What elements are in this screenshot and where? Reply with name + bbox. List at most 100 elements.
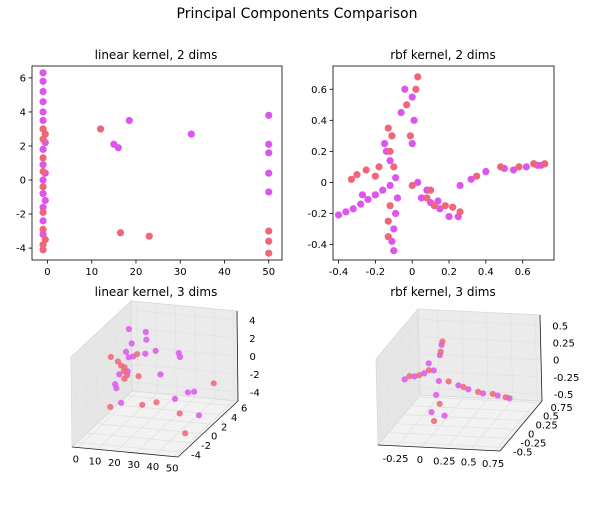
z-axis-line xyxy=(236,310,239,402)
x-tick-label: 20 xyxy=(130,267,143,278)
scatter-point-s0-4 xyxy=(364,195,372,204)
scatter-point-s0-10 xyxy=(39,203,47,211)
z-gridline xyxy=(376,336,541,387)
scatter-points-3d xyxy=(401,338,513,425)
scatter-point-s1-25 xyxy=(541,160,549,168)
scatter-point-s0-17 xyxy=(397,108,405,117)
y-tick-label-3d: -4 xyxy=(191,450,201,461)
scatter-point-3d-s0-0 xyxy=(125,325,133,333)
scatter-point-s0-35 xyxy=(522,163,530,171)
x-tick-label-3d: -0.25 xyxy=(383,454,409,465)
x-gridline xyxy=(173,310,235,457)
x-tick-label: 0 xyxy=(409,267,415,278)
axes-frame xyxy=(31,65,283,261)
y-tick-label: 0 xyxy=(321,178,327,189)
subplot-title-rbf-3d: rbf kernel, 3 dims xyxy=(390,285,496,299)
scatter-point-s0-3 xyxy=(39,98,47,106)
x-axis-line xyxy=(377,444,501,452)
scatter-point-s1-0 xyxy=(353,171,361,179)
scatter-point-3d-s0-10 xyxy=(479,390,487,397)
scatter-point-s0-32 xyxy=(482,167,490,176)
scatter-point-s0-10 xyxy=(392,209,400,218)
scatter-point-s1-8 xyxy=(39,246,47,254)
scatter-point-s1-15 xyxy=(384,233,392,241)
scatter-point-3d-s1-5 xyxy=(436,400,443,407)
y-tick-label: -0.4 xyxy=(307,240,327,251)
scatter-point-3d-s0-19 xyxy=(171,395,179,403)
scatter-point-3d-s1-3 xyxy=(437,348,444,355)
subplot-linear-kernel-2-dims: linear kernel, 2 dims 0 10 20 30 40 50 -4 -2 0 2 4… xyxy=(16,48,283,278)
scatter-point-s0-19 xyxy=(114,144,122,152)
scatter-point-s1-23 xyxy=(496,163,505,171)
scatter-point-s1-5 xyxy=(39,208,47,216)
x-gridline xyxy=(397,309,440,447)
x-tick-label: 30 xyxy=(174,267,187,278)
scatter-point-s0-7 xyxy=(39,161,47,169)
subplot-title-linear-3d: linear kernel, 3 dims xyxy=(95,285,218,299)
scatter-point-s0-2 xyxy=(39,87,47,96)
scatter-point-3d-s0-9 xyxy=(143,336,150,343)
scatter-point-s1-12 xyxy=(116,229,125,237)
z-tick-label-3d: -4 xyxy=(250,388,260,399)
y-tick-label-3d: 0 xyxy=(211,432,217,443)
scatter-point-3d-s1-6 xyxy=(430,417,438,425)
z-tick-label-3d: -0.5 xyxy=(554,390,574,401)
y-tick-label-3d: 0.25 xyxy=(536,421,558,432)
x-tick-label: 50 xyxy=(262,267,275,278)
scatter-point-s1-17 xyxy=(430,202,438,210)
x-tick-label: 10 xyxy=(85,267,98,278)
y-tick-label: -2 xyxy=(16,210,26,221)
scatter-point-3d-s1-2 xyxy=(425,367,432,374)
y-tick-label: 0.2 xyxy=(311,147,327,158)
x-gridline xyxy=(470,313,514,450)
x-tick-label-3d: 50 xyxy=(166,464,179,475)
scatter-point-3d-s1-14 xyxy=(210,380,217,387)
scatter-point-s0-31 xyxy=(467,175,475,183)
scatter-point-s1-8 xyxy=(386,147,394,155)
x-tick-label: 0 xyxy=(44,267,50,278)
subplot-rbf-kernel-3-dims: rbf kernel, 3 dims -0.25 0 0.25 0.5 0.75-0.5… xyxy=(375,285,579,470)
scatter-point-s1-9 xyxy=(403,101,411,109)
x-gridline xyxy=(421,311,465,448)
scatter-point-3d-s0-18 xyxy=(195,412,203,419)
x-gridline xyxy=(135,306,197,454)
scatter-point-s1-13 xyxy=(386,202,394,210)
z-gridline xyxy=(71,381,238,439)
scatter-point-3d-s0-0 xyxy=(401,376,408,383)
scatter-point-s0-4 xyxy=(39,108,47,116)
scatter-point-3d-s0-9 xyxy=(465,386,472,393)
x-gridline xyxy=(154,308,216,456)
scatter-point-s1-7 xyxy=(384,124,392,132)
y-tick-label-3d: 0.75 xyxy=(551,403,573,414)
back-pane xyxy=(417,308,543,402)
x-gridline xyxy=(494,314,538,452)
scatter-point-s0-15 xyxy=(41,196,49,205)
scatter-point-s1-26 xyxy=(473,172,481,180)
scatter-point-s0-20 xyxy=(410,116,418,124)
scatter-point-s0-5 xyxy=(39,116,47,125)
scatter-point-s0-9 xyxy=(393,194,402,202)
y-tick-label: -4 xyxy=(16,244,26,255)
y-tick-label: 0 xyxy=(20,176,26,187)
scatter-point-3d-s0-1 xyxy=(122,348,130,356)
scatter-points xyxy=(39,69,273,257)
y-gridline xyxy=(416,310,541,404)
y-gridline xyxy=(408,319,534,413)
scatter-point-s1-11 xyxy=(412,85,420,93)
x-tick-label: -0.2 xyxy=(366,267,386,278)
axes-frame xyxy=(332,65,555,261)
scatter-point-s1-3 xyxy=(39,167,47,176)
figure-title: Principal Components Comparison xyxy=(177,6,418,22)
scatter-point-s0-5 xyxy=(371,191,379,199)
scatter-point-3d-s0-3 xyxy=(430,367,437,374)
subplot-linear-kernel-3-dims: linear kernel, 3 dims 0 10 20 30 40 50-4-2024… xyxy=(70,285,260,475)
y-gridline xyxy=(125,305,234,407)
scatter-point-s0-6 xyxy=(39,145,47,153)
scatter-point-3d-s0-16 xyxy=(191,388,198,395)
scatter-point-s0-8 xyxy=(39,176,47,184)
z-tick-label-3d: -0.25 xyxy=(553,373,579,384)
y-tick-label-3d: 6 xyxy=(241,404,247,415)
x-tick-label: 0.4 xyxy=(478,267,494,278)
x-axis-line xyxy=(71,446,179,458)
scatter-point-s0-24 xyxy=(265,188,273,196)
